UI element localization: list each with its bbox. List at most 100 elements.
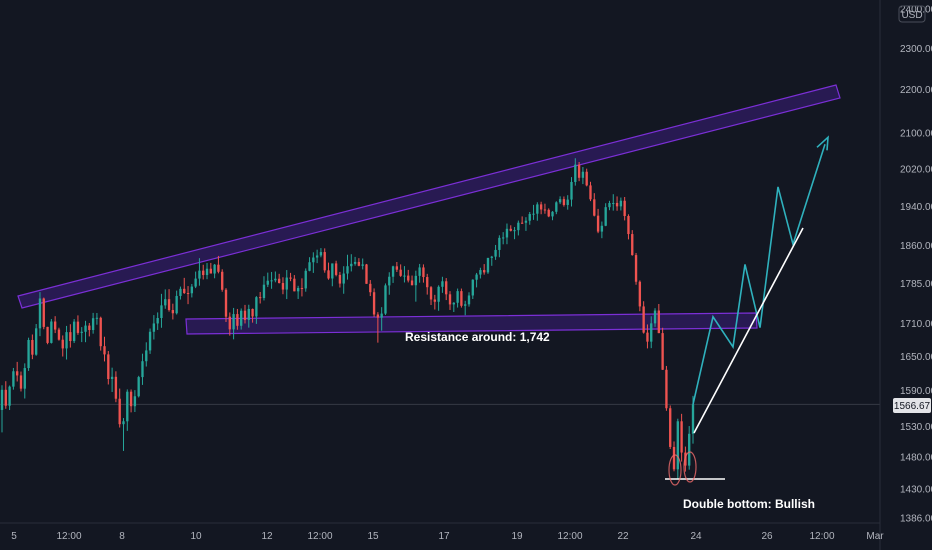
candle[interactable]: [600, 221, 604, 239]
candle[interactable]: [221, 269, 224, 292]
candle[interactable]: [308, 257, 311, 272]
candle[interactable]: [148, 328, 152, 354]
candle[interactable]: [395, 261, 399, 272]
candle[interactable]: [570, 177, 573, 207]
candle[interactable]: [27, 337, 30, 371]
candle[interactable]: [167, 289, 171, 312]
candle[interactable]: [293, 275, 296, 292]
candle[interactable]: [517, 220, 520, 236]
candle[interactable]: [562, 196, 566, 207]
candle[interactable]: [274, 271, 277, 283]
candle[interactable]: [596, 208, 600, 234]
candle[interactable]: [57, 327, 61, 341]
candle[interactable]: [304, 268, 307, 292]
candle[interactable]: [277, 273, 281, 284]
candle[interactable]: [315, 249, 319, 264]
candle[interactable]: [251, 308, 254, 323]
candle[interactable]: [50, 318, 53, 344]
candle[interactable]: [266, 272, 269, 288]
candle[interactable]: [342, 266, 345, 294]
candle[interactable]: [448, 291, 452, 310]
candle[interactable]: [61, 335, 64, 357]
candle[interactable]: [433, 294, 437, 310]
candle[interactable]: [441, 276, 444, 293]
candle[interactable]: [296, 285, 300, 299]
candle[interactable]: [547, 208, 550, 218]
candle[interactable]: [126, 389, 129, 431]
candle[interactable]: [475, 272, 478, 288]
candle[interactable]: [171, 303, 175, 320]
candle[interactable]: [129, 389, 133, 413]
candle[interactable]: [555, 201, 558, 215]
candle[interactable]: [103, 336, 106, 362]
candle[interactable]: [513, 227, 516, 240]
candle[interactable]: [661, 327, 664, 370]
candle[interactable]: [676, 418, 679, 480]
candle[interactable]: [688, 426, 691, 470]
candle[interactable]: [520, 216, 524, 224]
candle[interactable]: [615, 196, 619, 211]
candle[interactable]: [498, 235, 501, 258]
candle[interactable]: [467, 292, 471, 307]
candle[interactable]: [414, 270, 418, 302]
candle[interactable]: [509, 225, 512, 232]
candle[interactable]: [270, 271, 273, 289]
candle[interactable]: [680, 413, 683, 462]
candle[interactable]: [232, 307, 235, 340]
candle[interactable]: [665, 365, 668, 411]
candle[interactable]: [205, 263, 209, 280]
candle[interactable]: [240, 308, 243, 330]
candle[interactable]: [198, 258, 201, 286]
candle[interactable]: [524, 217, 528, 231]
candle[interactable]: [334, 260, 338, 277]
candle[interactable]: [437, 285, 440, 311]
candle[interactable]: [350, 254, 353, 272]
candle[interactable]: [407, 269, 410, 283]
candle[interactable]: [300, 278, 304, 297]
candle[interactable]: [202, 264, 205, 280]
candle[interactable]: [145, 342, 148, 367]
candle[interactable]: [80, 327, 83, 343]
candle[interactable]: [369, 280, 372, 297]
candle[interactable]: [152, 315, 156, 340]
candle[interactable]: [391, 265, 395, 283]
candle[interactable]: [501, 232, 505, 245]
candle[interactable]: [217, 255, 220, 274]
candle[interactable]: [34, 324, 38, 356]
candle[interactable]: [376, 312, 380, 343]
candle[interactable]: [445, 278, 448, 301]
candle[interactable]: [76, 315, 80, 335]
candle[interactable]: [19, 371, 23, 392]
candle[interactable]: [194, 271, 197, 289]
candle[interactable]: [38, 292, 42, 337]
candle[interactable]: [536, 202, 539, 221]
candle[interactable]: [69, 324, 72, 348]
candle[interactable]: [224, 288, 228, 323]
candle[interactable]: [429, 286, 433, 305]
candle[interactable]: [426, 273, 429, 295]
candle[interactable]: [331, 263, 334, 287]
candle[interactable]: [403, 266, 406, 283]
candle[interactable]: [122, 418, 125, 451]
candle[interactable]: [388, 272, 391, 295]
candle[interactable]: [118, 388, 121, 428]
candle[interactable]: [46, 326, 49, 345]
candle[interactable]: [410, 275, 414, 286]
horizontal-resistance-zone[interactable]: [185, 312, 758, 335]
candle[interactable]: [585, 168, 588, 187]
candle[interactable]: [65, 325, 68, 360]
candle[interactable]: [99, 316, 102, 351]
candle[interactable]: [141, 353, 144, 385]
candle[interactable]: [228, 312, 231, 336]
candle[interactable]: [53, 316, 57, 334]
candle[interactable]: [281, 277, 285, 295]
candle[interactable]: [114, 371, 118, 403]
candle[interactable]: [479, 267, 482, 279]
candle[interactable]: [452, 302, 455, 312]
candle[interactable]: [186, 286, 190, 305]
candle[interactable]: [312, 252, 315, 273]
currency-badge[interactable]: [898, 5, 926, 23]
candle[interactable]: [528, 212, 531, 225]
candle[interactable]: [110, 367, 114, 392]
